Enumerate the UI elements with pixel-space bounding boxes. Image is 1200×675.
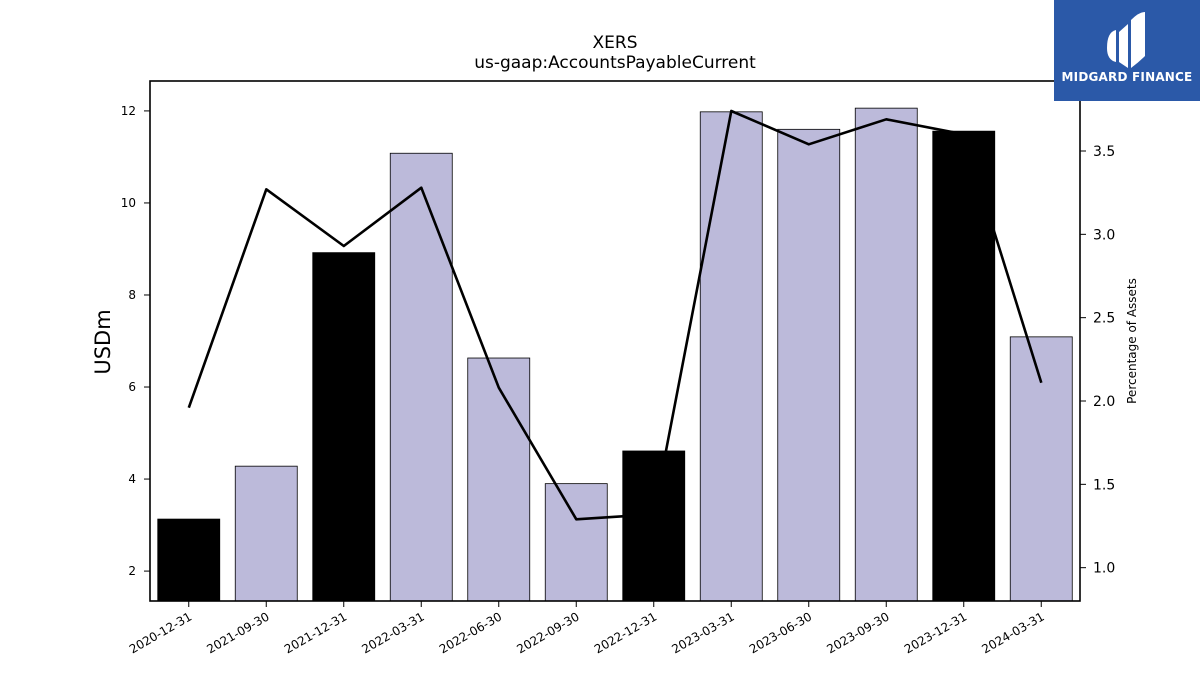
- y2-tick-label: 1.0: [1093, 561, 1115, 577]
- plot-frame: [149, 80, 1081, 602]
- y-tick-label: 6: [128, 380, 136, 394]
- y-tick-label: 10: [121, 196, 136, 210]
- bar-2022-03-31: [389, 152, 453, 602]
- y-axis-label: USDm: [91, 309, 115, 374]
- x-tick-label: 2023-12-31: [902, 609, 969, 656]
- bar-2022-09-30: [544, 483, 608, 602]
- y2-tick-label: 3.0: [1093, 227, 1115, 243]
- y2-axis-label: Percentage of Assets: [1125, 278, 1139, 404]
- y-tick-label: 12: [121, 104, 136, 118]
- chart-title: XERS: [593, 33, 638, 53]
- midgard-finance-logo: MIDGARD FINANCE: [1054, 0, 1200, 101]
- bar-2022-06-30: [467, 357, 531, 602]
- bar-2023-03-31: [699, 111, 763, 602]
- y-tick-label: 4: [128, 472, 136, 486]
- bar-2023-06-30: [777, 128, 841, 602]
- x-tick-label: 2023-09-30: [824, 609, 891, 656]
- x-tick-label: 2022-12-31: [592, 609, 659, 656]
- percentage-of-assets-line: [187, 109, 1043, 521]
- bar-2023-12-31: [932, 130, 996, 602]
- x-tick-label: 2024-03-31: [979, 609, 1046, 656]
- x-tick-label: 2022-03-31: [359, 609, 426, 656]
- y-tick-label: 2: [128, 564, 136, 578]
- y2-tick-label: 2.5: [1093, 311, 1115, 327]
- bar-2023-09-30: [854, 107, 918, 602]
- logo-text: MIDGARD FINANCE: [1061, 70, 1193, 84]
- y2-tick-label: 3.5: [1093, 144, 1115, 160]
- x-tick-label: 2021-09-30: [204, 609, 271, 656]
- x-tick-label: 2020-12-31: [127, 609, 194, 656]
- x-tick-label: 2023-06-30: [747, 609, 814, 656]
- chart-subtitle: us-gaap:AccountsPayableCurrent: [474, 53, 756, 73]
- x-tick-label: 2023-03-31: [669, 609, 736, 656]
- bar-2020-12-31: [157, 518, 221, 602]
- logo-mark-icon: [1107, 12, 1145, 68]
- y2-tick-label: 2.0: [1093, 394, 1115, 410]
- bar-2021-09-30: [234, 465, 298, 602]
- x-tick-label: 2022-06-30: [437, 609, 504, 656]
- bar-2024-03-31: [1009, 336, 1073, 602]
- bar-2022-12-31: [622, 450, 686, 602]
- x-tick-label: 2022-09-30: [514, 609, 581, 656]
- y2-tick-label: 1.5: [1093, 477, 1115, 493]
- x-tick-label: 2021-12-31: [282, 609, 349, 656]
- y-tick-label: 8: [128, 288, 136, 302]
- bar-2021-12-31: [312, 252, 376, 602]
